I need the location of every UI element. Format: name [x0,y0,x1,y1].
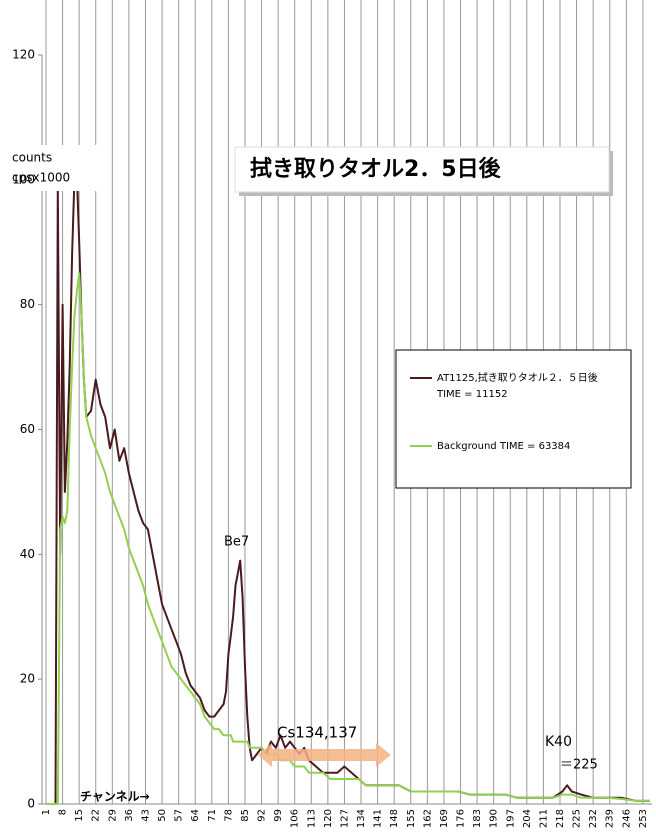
annotation: ＝225 [560,758,598,773]
x-tick-label: 190 [489,809,500,828]
x-tick-label: 211 [538,809,549,828]
x-tick-label: 71 [207,809,218,822]
x-tick-label: 8 [58,809,69,815]
legend-label: TIME = 11152 [436,389,508,400]
x-tick-label: 218 [555,809,566,828]
x-tick-label: 155 [406,809,417,828]
x-tick-label: 43 [140,809,151,822]
title-box [234,146,610,193]
range-arrow [258,743,391,767]
x-tick-label: 99 [273,809,284,822]
x-tick-label: 57 [174,809,185,822]
x-tick-label: 253 [638,809,649,828]
series-line [46,272,650,805]
x-tick-label: 134 [356,809,367,828]
x-tick-label: 120 [323,809,334,828]
x-tick-label: 176 [456,809,467,828]
y-tick-label: 120 [12,48,35,62]
annotation: K40 [545,734,572,750]
x-tick-label: 197 [505,809,516,828]
x-tick-label: 15 [74,809,85,822]
x-tick-label: 225 [572,809,583,828]
x-tick-label: 50 [157,809,168,822]
x-tick-label: 85 [240,809,251,822]
x-tick-label: 232 [588,809,599,828]
x-tick-label: 36 [124,809,135,822]
y-tick-label: 100 [12,172,35,186]
y-label-box [0,145,98,191]
annotation: Be7 [224,535,249,550]
x-tick-label: 113 [306,809,317,828]
legend-label: Background TIME = 63384 [437,441,570,452]
x-tick-label: 162 [422,809,433,828]
annotation: Cs134,137 [277,724,357,742]
chart-title: 拭き取りタオル2．5日後 [250,156,502,182]
y-tick-label: 20 [20,672,35,686]
curves [46,172,650,805]
x-tick-label: 141 [373,809,384,828]
legend [395,349,632,489]
x-tick-label: 92 [257,809,268,822]
x-label: チャンネル→ [80,790,150,804]
x-tick-label: 239 [605,809,616,828]
x-tick-label: 1 [41,809,52,815]
x-tick-label: 169 [439,809,450,828]
x-tick-label: 78 [223,809,234,822]
x-tick-label: 246 [621,809,632,828]
x-tick-label: 22 [91,809,102,822]
y-tick-label: 40 [20,547,35,561]
x-tick-label: 127 [339,809,350,828]
x-tick-label: 29 [107,809,118,822]
x-tick-label: 64 [190,809,201,822]
x-tick-label: 204 [522,809,533,828]
legend-label: AT1125,拭き取りタオル２．５日後 [437,371,598,384]
y-label: cpsx1000 [12,171,70,185]
x-tick-label: 148 [389,809,400,828]
x-tick-label: 106 [290,809,301,828]
y-tick-label: 80 [20,297,35,311]
y-label: counts [12,151,52,165]
y-tick-label: 60 [20,422,35,436]
y-tick-label: 0 [27,797,35,811]
x-tick-label: 183 [472,809,483,828]
